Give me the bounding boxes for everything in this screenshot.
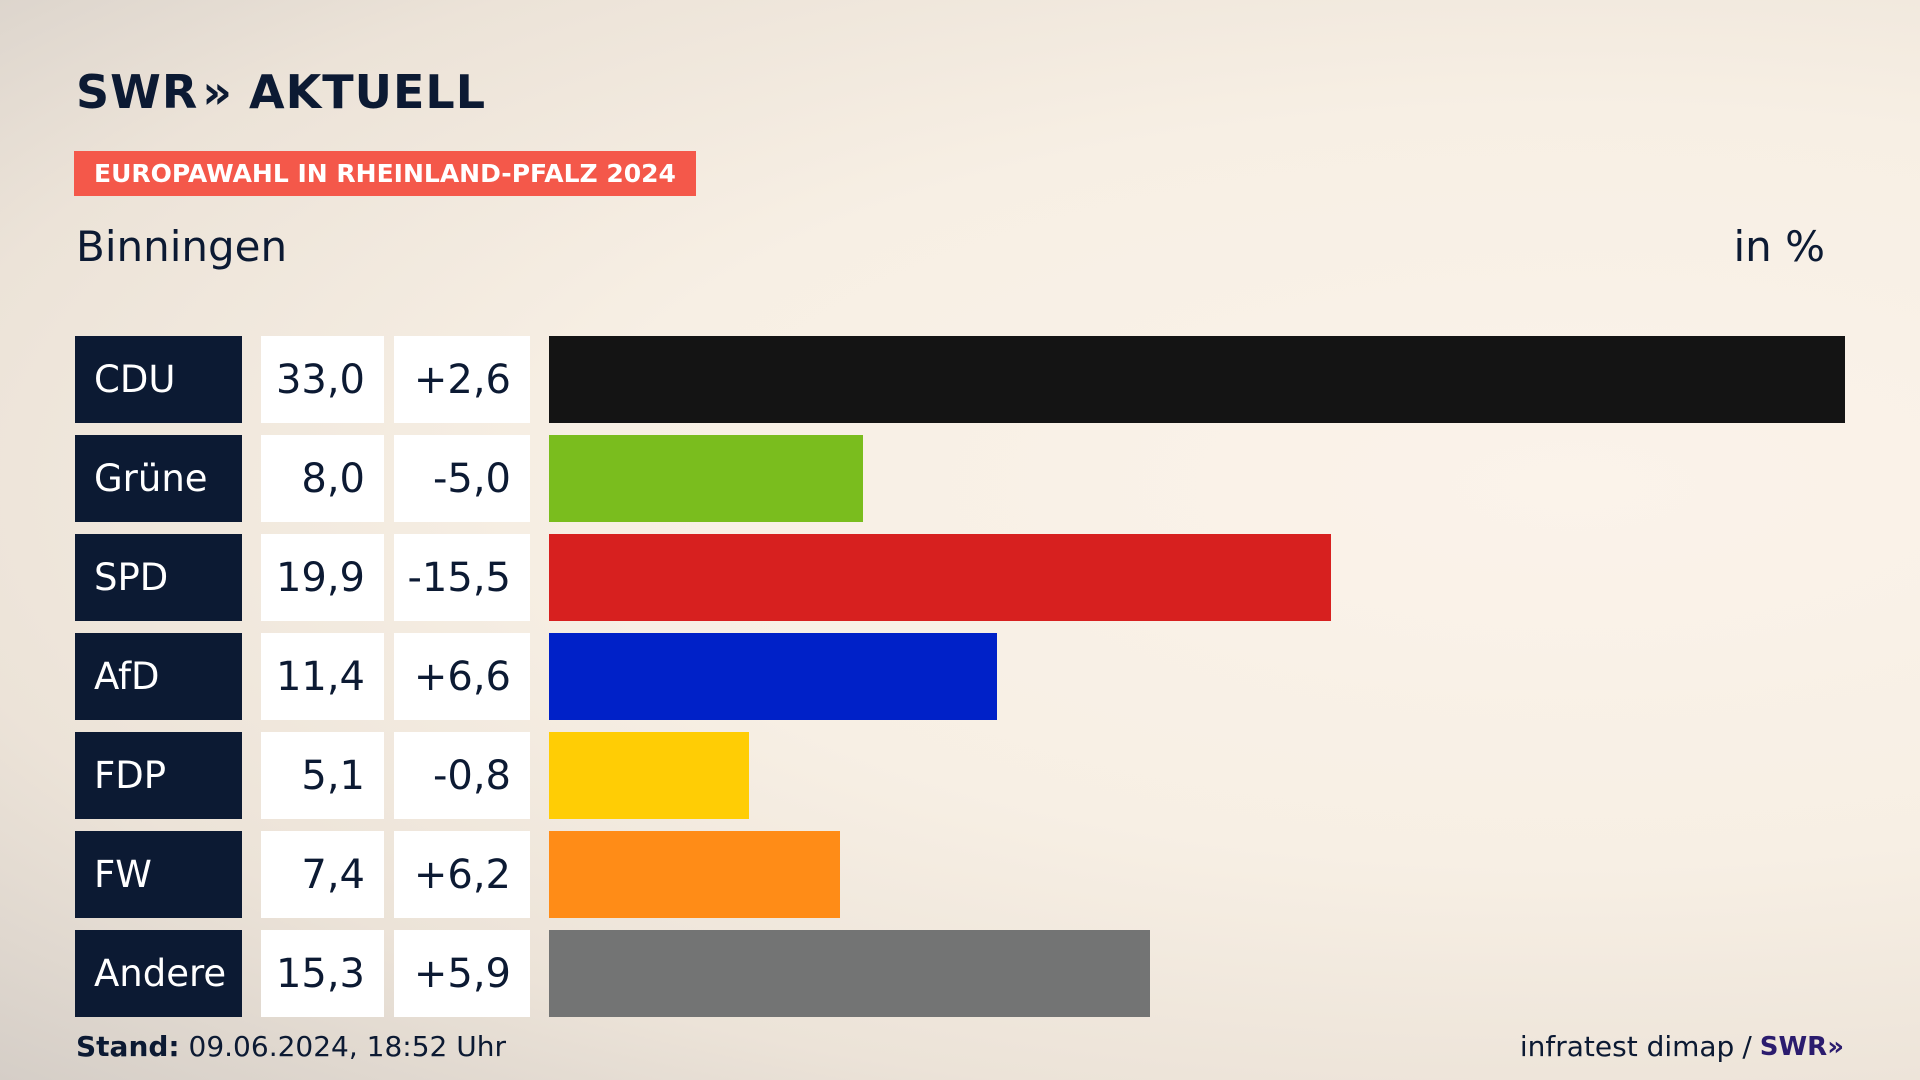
- result-row: SPD 19,9 -15,5: [75, 534, 1845, 621]
- result-row: FDP 5,1 -0,8: [75, 732, 1845, 819]
- source-name: infratest dimap: [1519, 1030, 1735, 1063]
- result-row: FW 7,4 +6,2: [75, 831, 1845, 918]
- result-row: Andere 15,3 +5,9: [75, 930, 1845, 1017]
- vote-share-bar: [549, 534, 1331, 621]
- vote-change-value: +2,6: [394, 336, 530, 423]
- vote-share-bar: [549, 336, 1845, 423]
- vote-change-value: +6,6: [394, 633, 530, 720]
- logo-aktuell-text: AKTUELL: [249, 65, 487, 119]
- vote-share-bar: [549, 930, 1150, 1017]
- timestamp: Stand: 09.06.2024, 18:52 Uhr: [76, 1030, 506, 1063]
- election-kicker: EUROPAWAHL IN RHEINLAND-PFALZ 2024: [74, 151, 696, 196]
- logo-chevron-icon: »: [202, 65, 234, 119]
- vote-change-value: +6,2: [394, 831, 530, 918]
- vote-change-value: -15,5: [394, 534, 530, 621]
- vote-share-value: 15,3: [261, 930, 384, 1017]
- vote-share-value: 19,9: [261, 534, 384, 621]
- vote-share-bar: [549, 831, 840, 918]
- municipality-title: Binningen: [76, 222, 288, 271]
- party-label: Andere: [75, 930, 242, 1017]
- vote-share-value: 33,0: [261, 336, 384, 423]
- result-row: CDU 33,0 +2,6: [75, 336, 1845, 423]
- result-row: Grüne 8,0 -5,0: [75, 435, 1845, 522]
- source-credit: infratest dimap / SWR»: [1520, 1030, 1844, 1063]
- stand-value: 09.06.2024, 18:52 Uhr: [188, 1030, 506, 1063]
- vote-share-bar: [549, 732, 750, 819]
- result-row: AfD 11,4 +6,6: [75, 633, 1845, 720]
- vote-share-value: 7,4: [261, 831, 384, 918]
- vote-share-bar: [549, 435, 864, 522]
- vote-share-bar: [549, 633, 997, 720]
- source-separator: /: [1742, 1030, 1752, 1063]
- vote-share-value: 11,4: [261, 633, 384, 720]
- unit-label: in %: [1733, 222, 1825, 271]
- party-label: CDU: [75, 336, 242, 423]
- swr-aktuell-logo: SWR » AKTUELL: [76, 64, 486, 120]
- vote-change-value: -5,0: [394, 435, 530, 522]
- party-label: Grüne: [75, 435, 242, 522]
- vote-change-value: +5,9: [394, 930, 530, 1017]
- logo-swr-text: SWR: [76, 65, 199, 119]
- party-label: FW: [75, 831, 242, 918]
- party-label: FDP: [75, 732, 242, 819]
- swr-small-logo: SWR»: [1759, 1031, 1844, 1062]
- party-label: AfD: [75, 633, 242, 720]
- vote-change-value: -0,8: [394, 732, 530, 819]
- vote-share-value: 5,1: [261, 732, 384, 819]
- stand-label: Stand:: [76, 1030, 180, 1063]
- party-label: SPD: [75, 534, 242, 621]
- vote-share-value: 8,0: [261, 435, 384, 522]
